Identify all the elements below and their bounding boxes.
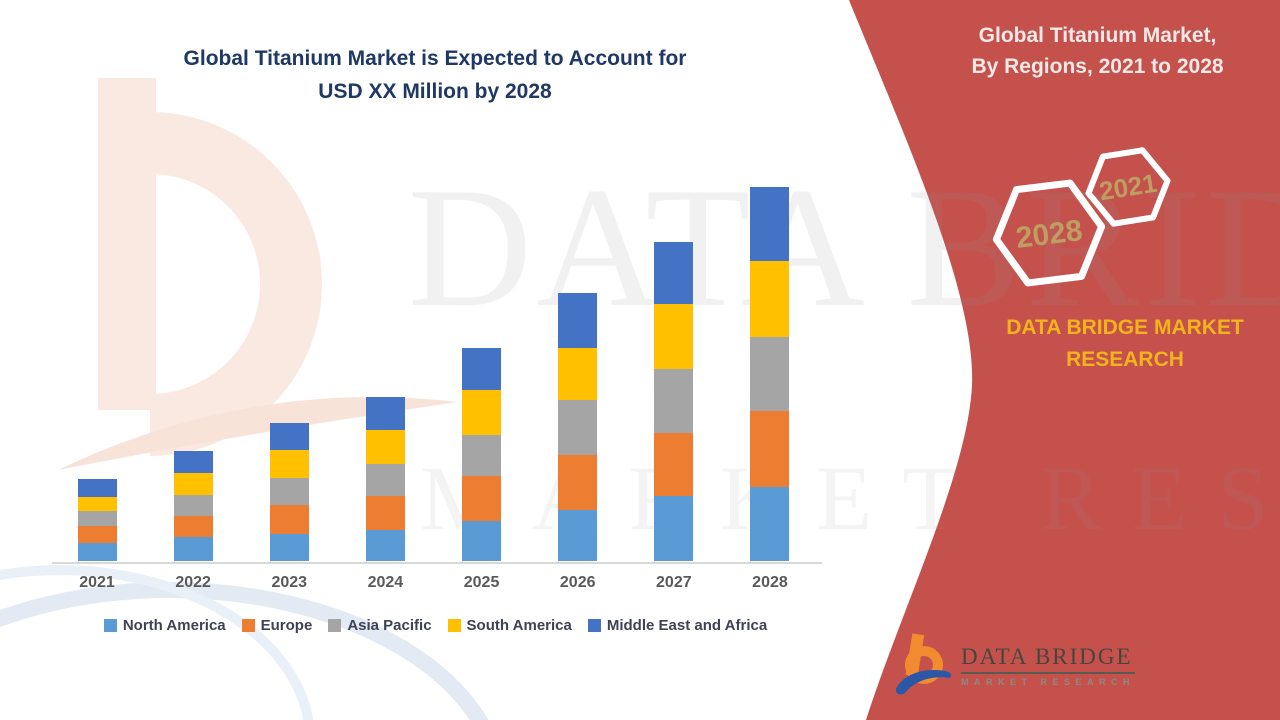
legend-item-europe: Europe — [241, 617, 313, 634]
bar-2028-segment-south-america — [750, 261, 790, 337]
bar-2021-segment-asia-pacific — [77, 511, 117, 526]
bar-2025-segment-north-america — [462, 521, 502, 561]
bar-2024-segment-europe — [365, 496, 405, 530]
bar-2028-segment-middle-east-and-africa — [750, 187, 790, 261]
bar-2025 — [462, 348, 502, 561]
bar-2022-segment-middle-east-and-africa — [173, 451, 213, 473]
bar-2025-segment-south-america — [462, 390, 502, 435]
chart-title-line2: USD XX Million by 2028 — [318, 80, 552, 103]
bar-2023-segment-north-america — [269, 534, 309, 561]
legend-label-middle-east-and-africa: Middle East and Africa — [606, 617, 768, 634]
hexagon-2028: 2028 — [992, 179, 1106, 287]
bar-2021-segment-south-america — [77, 497, 117, 511]
bar-2026-segment-asia-pacific — [558, 400, 598, 455]
bar-2024-segment-asia-pacific — [365, 464, 405, 496]
bar-2023-segment-asia-pacific — [269, 478, 309, 505]
bar-2025-segment-europe — [462, 476, 502, 521]
year-hexagons: 2021 2028 — [992, 147, 1171, 287]
bar-2023-segment-middle-east-and-africa — [269, 423, 309, 450]
legend-item-asia-pacific: Asia Pacific — [328, 617, 432, 634]
data-bridge-logo-icon — [895, 633, 951, 695]
legend-swatch-north-america — [103, 619, 117, 632]
bar-2021 — [77, 479, 117, 561]
legend: North America Europe Asia Pacific South Ame… — [48, 617, 823, 634]
logo-subtitle: MARKET RESEARCH — [961, 676, 1136, 687]
brand-text-line1: DATA BRIDGE MARKET — [1006, 316, 1244, 339]
bar-2022-segment-north-america — [173, 537, 213, 561]
bar-2021-segment-north-america — [77, 543, 117, 561]
bar-2023-segment-south-america — [269, 450, 309, 478]
bar-2024-segment-north-america — [365, 530, 405, 561]
chart-title: Global Titanium Market is Expected to Ac… — [105, 42, 765, 108]
x-axis-label-2025: 2025 — [463, 574, 500, 591]
bar-2028 — [750, 187, 790, 561]
bar-2027 — [654, 242, 694, 561]
logo-text: DATA BRIDGE MARKET RESEARCH — [961, 644, 1136, 687]
bar-2025-segment-asia-pacific — [462, 435, 502, 476]
data-bridge-logo: DATA BRIDGE MARKET RESEARCH — [893, 632, 1136, 698]
bar-2026-segment-middle-east-and-africa — [558, 293, 598, 348]
chart-title-line1: Global Titanium Market is Expected to Ac… — [183, 47, 687, 70]
legend-label-south-america: South America — [466, 617, 572, 634]
x-axis-line — [52, 562, 822, 564]
x-axis-label-2021: 2021 — [79, 574, 115, 591]
legend-item-south-america: South America — [447, 617, 572, 634]
side-panel-heading-line1: Global Titanium Market, — [978, 24, 1217, 47]
legend-swatch-asia-pacific — [328, 619, 342, 632]
bar-2027-segment-north-america — [654, 496, 694, 561]
bar-2024-segment-middle-east-and-africa — [365, 397, 405, 430]
bar-2028-segment-asia-pacific — [750, 337, 790, 411]
legend-swatch-europe — [241, 619, 255, 632]
bar-2022 — [173, 451, 213, 561]
bar-2024-segment-south-america — [365, 430, 405, 464]
legend-swatch-middle-east-and-africa — [587, 619, 601, 632]
bar-2027-segment-europe — [654, 433, 694, 496]
legend-swatch-south-america — [447, 619, 461, 632]
bar-2022-segment-asia-pacific — [173, 495, 213, 516]
bar-2024 — [365, 397, 405, 561]
side-panel-heading: Global Titanium Market, By Regions, 2021… — [925, 20, 1270, 82]
bar-2022-segment-south-america — [173, 473, 213, 495]
x-axis-label-2028: 2028 — [752, 574, 788, 591]
bar-2022-segment-europe — [173, 516, 213, 537]
hexagon-2021-label: 2021 — [1097, 168, 1159, 207]
bar-2028-segment-north-america — [750, 487, 790, 561]
bar-2021-segment-europe — [77, 526, 117, 543]
hexagon-2028-label: 2028 — [1014, 214, 1084, 255]
bar-2021-segment-middle-east-and-africa — [77, 479, 117, 497]
x-axis-label-2023: 2023 — [271, 574, 308, 591]
x-axis-label-2022: 2022 — [175, 574, 211, 591]
legend-item-north-america: North America — [103, 617, 226, 634]
bar-2026-segment-south-america — [558, 348, 598, 400]
legend-item-middle-east-and-africa: Middle East and Africa — [587, 617, 768, 634]
bar-2026-segment-europe — [558, 455, 598, 510]
bar-2027-segment-middle-east-and-africa — [654, 242, 694, 304]
brand-text: DATA BRIDGE MARKET RESEARCH — [955, 312, 1280, 376]
bar-2028-segment-europe — [750, 411, 790, 487]
brand-text-line2: RESEARCH — [1066, 348, 1184, 371]
legend-label-europe: Europe — [260, 617, 313, 634]
legend-label-north-america: North America — [122, 617, 226, 634]
bar-2023 — [269, 423, 309, 561]
x-axis-label-2024: 2024 — [367, 574, 404, 591]
bar-2026-segment-north-america — [558, 510, 598, 561]
x-axis-label-2027: 2027 — [656, 574, 692, 591]
bar-2027-segment-asia-pacific — [654, 369, 694, 433]
legend-label-asia-pacific: Asia Pacific — [347, 617, 432, 634]
x-axis-label-2026: 2026 — [559, 574, 596, 591]
side-panel-heading-line2: By Regions, 2021 to 2028 — [971, 55, 1224, 78]
logo-name: DATA BRIDGE — [961, 644, 1136, 674]
bar-2027-segment-south-america — [654, 304, 694, 369]
bar-2023-segment-europe — [269, 505, 309, 534]
bar-2026 — [558, 293, 598, 561]
bar-2025-segment-middle-east-and-africa — [462, 348, 502, 390]
